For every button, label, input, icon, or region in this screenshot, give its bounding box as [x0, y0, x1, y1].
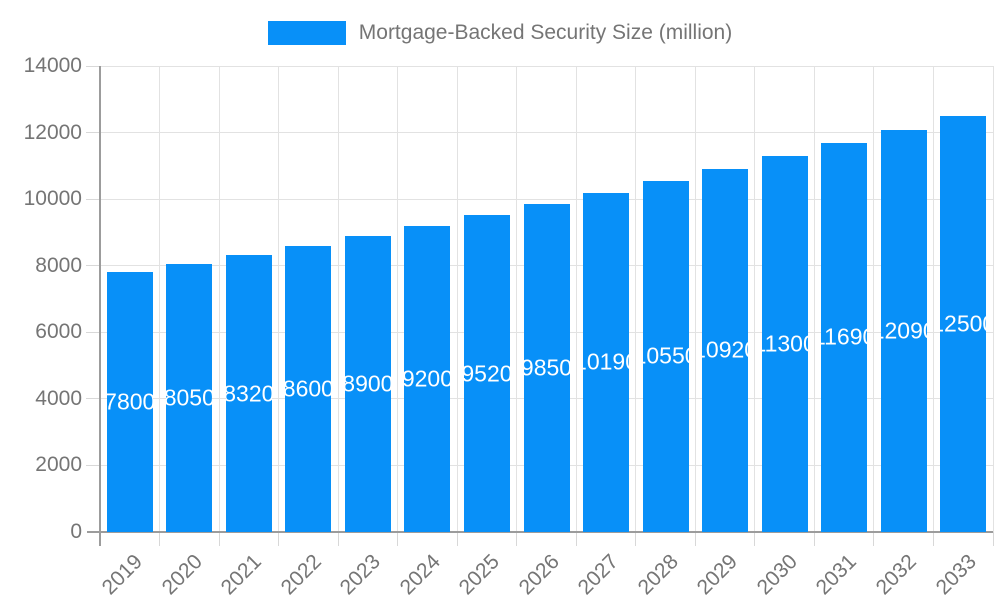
v-gridline — [456, 66, 458, 532]
bar[interactable]: 11300 — [761, 155, 808, 532]
v-gridline — [218, 66, 220, 532]
v-gridline — [873, 66, 875, 532]
bar[interactable]: 9200 — [404, 225, 451, 532]
v-gridline — [694, 66, 696, 532]
x-tick-label: 2030 — [752, 550, 802, 600]
v-gridline — [635, 66, 637, 532]
x-tick-label: 2022 — [276, 550, 326, 600]
x-tick — [873, 532, 875, 546]
x-tick-label: 2019 — [97, 550, 148, 600]
x-tick — [159, 532, 161, 546]
x-tick — [932, 532, 934, 546]
bar-value-label: 9520 — [463, 360, 510, 387]
x-tick — [575, 532, 577, 546]
bar-value-label: 8320 — [225, 380, 272, 407]
h-gridline — [100, 198, 993, 200]
y-tick-label: 4000 — [35, 386, 82, 410]
h-gridline — [100, 132, 993, 134]
bar-value-label: 10920 — [702, 336, 748, 363]
x-tick-label: 2025 — [454, 550, 505, 600]
v-gridline — [337, 66, 339, 532]
x-tick-label: 2032 — [871, 550, 921, 600]
bar-value-label: 12090 — [881, 317, 927, 344]
y-tick — [86, 265, 100, 267]
bar[interactable]: 9850 — [523, 204, 570, 532]
x-tick-label: 2020 — [157, 550, 207, 600]
bar-value-label: 12500 — [940, 310, 986, 337]
x-tick — [397, 532, 399, 546]
v-gridline — [992, 66, 994, 532]
x-tick — [813, 532, 815, 546]
x-tick-label: 2027 — [574, 550, 624, 600]
y-tick-label: 10000 — [23, 187, 82, 211]
y-tick-label: 14000 — [23, 54, 82, 77]
x-tick — [694, 532, 696, 546]
x-tick — [456, 532, 458, 546]
bar-value-label: 9850 — [523, 354, 570, 381]
bar[interactable]: 8600 — [285, 245, 332, 532]
y-tick-label: 2000 — [35, 453, 82, 477]
x-tick — [516, 532, 518, 546]
bar[interactable]: 8320 — [225, 255, 272, 532]
bar[interactable]: 12090 — [880, 129, 927, 532]
bar[interactable]: 12500 — [940, 115, 987, 532]
x-tick-label: 2026 — [514, 550, 564, 600]
v-gridline — [932, 66, 934, 532]
bar[interactable]: 8050 — [166, 264, 213, 532]
bar[interactable]: 9520 — [463, 215, 510, 532]
bar[interactable]: 7800 — [106, 272, 153, 532]
v-gridline — [754, 66, 756, 532]
chart-legend[interactable]: Mortgage-Backed Security Size (million) — [0, 18, 1000, 48]
bar-value-label: 7800 — [106, 388, 153, 415]
x-tick-label: 2021 — [216, 550, 267, 600]
legend-label: Mortgage-Backed Security Size (million) — [358, 21, 733, 44]
y-tick — [86, 65, 100, 67]
bar-value-label: 8050 — [166, 384, 213, 411]
x-tick-label: 2033 — [931, 550, 981, 600]
y-tick — [86, 398, 100, 400]
y-axis-line — [99, 66, 101, 546]
x-tick-label: 2024 — [395, 550, 445, 600]
bar-value-label: 10190 — [583, 348, 629, 375]
x-tick — [992, 532, 994, 546]
v-gridline — [278, 66, 280, 532]
bar[interactable]: 11690 — [821, 142, 868, 532]
v-gridline — [516, 66, 518, 532]
h-gridline — [100, 65, 993, 67]
x-tick-label: 2029 — [693, 550, 743, 600]
v-gridline — [575, 66, 577, 532]
y-tick-label: 12000 — [23, 120, 82, 144]
y-tick — [86, 132, 100, 134]
v-gridline — [813, 66, 815, 532]
y-tick-label: 8000 — [35, 253, 82, 277]
x-tick — [218, 532, 220, 546]
v-gridline — [159, 66, 161, 532]
x-axis-line — [87, 531, 993, 533]
bar-value-label: 10550 — [643, 342, 689, 369]
x-tick — [278, 532, 280, 546]
y-tick-label: 0 — [70, 520, 82, 543]
bar-value-label: 11690 — [821, 323, 867, 350]
x-tick-label: 2023 — [335, 550, 386, 600]
bar-value-label: 11300 — [762, 330, 808, 357]
bar[interactable]: 10550 — [642, 180, 689, 532]
y-tick-label: 6000 — [35, 320, 82, 344]
y-tick — [86, 198, 100, 200]
bar[interactable]: 8900 — [344, 235, 391, 532]
x-tick — [337, 532, 339, 546]
x-tick — [635, 532, 637, 546]
legend-color-swatch — [267, 21, 346, 45]
y-tick — [86, 331, 100, 333]
y-tick — [86, 464, 100, 466]
x-tick-label: 2028 — [633, 550, 683, 600]
x-tick-label: 2031 — [812, 550, 862, 600]
bar-value-label: 9200 — [404, 365, 451, 392]
x-tick — [754, 532, 756, 546]
bar[interactable]: 10190 — [583, 192, 630, 532]
bar[interactable]: 10920 — [702, 168, 749, 532]
bar-value-label: 8900 — [344, 370, 391, 397]
bar-value-label: 8600 — [285, 375, 332, 402]
v-gridline — [397, 66, 399, 532]
